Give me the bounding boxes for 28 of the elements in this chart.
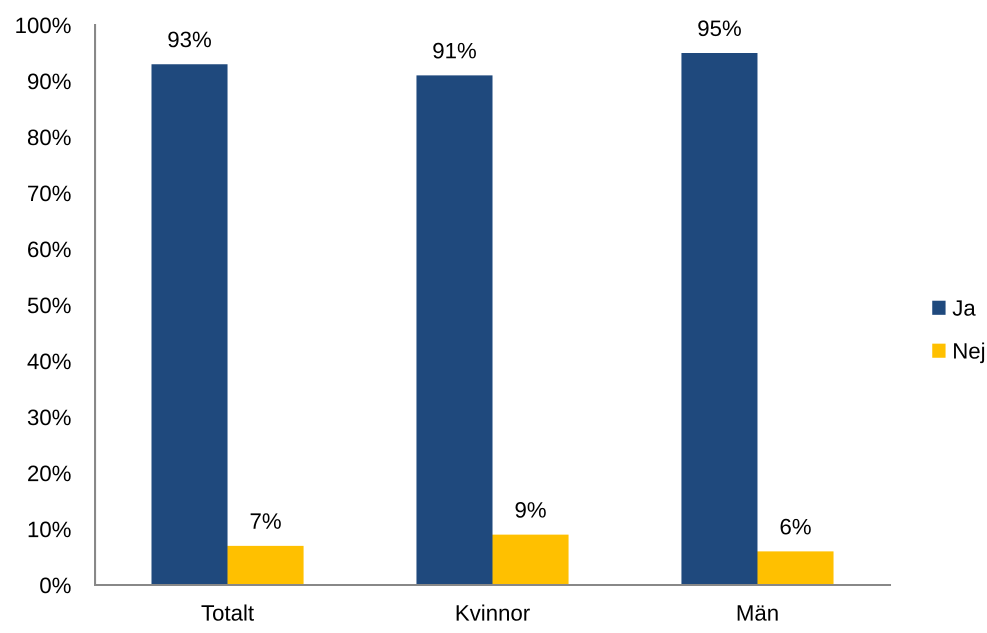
- bar: [757, 551, 834, 586]
- data-label: 7%: [250, 513, 281, 529]
- y-tick-label: 80%: [28, 130, 71, 146]
- y-tick-label: 20%: [28, 466, 71, 482]
- bar: [151, 64, 228, 586]
- data-label: 95%: [698, 20, 741, 36]
- y-tick-label: 50%: [28, 298, 71, 314]
- y-tick-label: 70%: [28, 186, 71, 202]
- bar: [681, 53, 758, 586]
- y-tick-label: 100%: [16, 18, 71, 34]
- bar: [492, 534, 569, 586]
- x-tick-label: Totalt: [201, 604, 254, 621]
- legend-label: Ja: [952, 300, 976, 316]
- bar: [416, 75, 493, 586]
- y-tick-label: 30%: [28, 410, 71, 426]
- x-tick-label: Kvinnor: [456, 604, 530, 621]
- data-label: 93%: [168, 32, 211, 48]
- y-tick-label: 0%: [40, 578, 71, 594]
- data-label: 91%: [433, 42, 476, 59]
- x-tick-label: Män: [738, 605, 778, 621]
- legend-label: Nej: [954, 342, 984, 364]
- y-tick-label: 90%: [28, 74, 71, 90]
- data-label: 9%: [516, 502, 546, 518]
- y-tick-label: 10%: [28, 522, 71, 538]
- y-tick-label: 40%: [27, 354, 71, 370]
- bar: [228, 546, 304, 586]
- data-label: 6%: [780, 518, 811, 535]
- y-tick-label: 60%: [28, 242, 71, 258]
